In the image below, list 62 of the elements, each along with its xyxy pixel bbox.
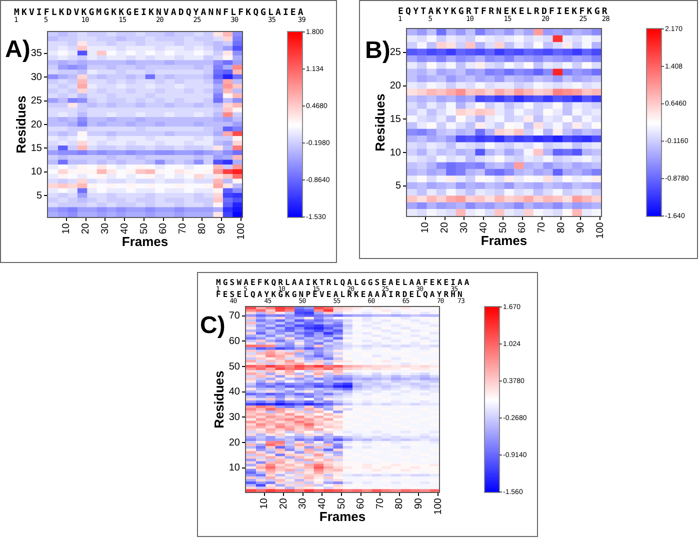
chart-title: A) <box>5 36 30 63</box>
x-axis-title: Frames <box>319 508 366 524</box>
y-tick-label: 30 <box>30 72 42 83</box>
y-tick-label: 60 <box>228 336 240 347</box>
y-tick-label: 20 <box>30 119 42 130</box>
x-tick-label: 40 <box>119 222 130 234</box>
x-tick-label: 80 <box>196 222 208 234</box>
x-tick-label: 90 <box>575 222 586 234</box>
x-tick-label: 80 <box>556 222 567 234</box>
x-tick-label: 90 <box>413 498 424 510</box>
x-tick-label: 30 <box>100 222 111 234</box>
x-tick-label: 40 <box>478 222 490 234</box>
x-tick-label: 10 <box>61 222 72 234</box>
x-tick-label: 10 <box>259 498 270 510</box>
x-tick-label: 100 <box>594 222 606 239</box>
x-tick-label: 20 <box>80 222 92 234</box>
x-tick-label: 10 <box>420 222 432 234</box>
x-tick-label: 80 <box>394 498 406 510</box>
x-tick-label: 40 <box>316 498 328 510</box>
x-tick-label: 70 <box>374 498 386 510</box>
y-axis-title: Residues <box>211 370 226 428</box>
x-tick-label: 20 <box>440 222 451 234</box>
y-tick-label: 15 <box>390 114 402 125</box>
y-tick-label: 5 <box>395 180 402 192</box>
y-tick-label: 30 <box>228 412 240 423</box>
text: M K V I F L K D V K G M G K K G E I K N V A D Q Y A N N F L F K Q G L A I E A <box>14 8 302 18</box>
x-tick-label: 70 <box>536 222 548 234</box>
y-tick-label: 50 <box>228 361 240 372</box>
y-tick-label: 10 <box>30 166 42 178</box>
y-tick-label: 25 <box>30 96 42 107</box>
y-tick-label: 20 <box>228 437 240 448</box>
chart-title: B) <box>365 37 390 64</box>
x-tick-label: 60 <box>356 498 367 510</box>
y-tick-label: 25 <box>390 47 402 58</box>
x-tick-label: 50 <box>336 498 348 510</box>
x-tick-label: 30 <box>298 498 309 510</box>
y-axis-title: Residues <box>372 94 388 152</box>
y-tick-label: 35 <box>30 48 42 60</box>
x-tick-label: 30 <box>458 222 470 234</box>
x-tick-label: 90 <box>216 222 228 234</box>
y-tick-label: 10 <box>390 147 402 158</box>
y-axis-title: Residues <box>13 96 28 154</box>
x-tick-label: 50 <box>138 222 150 234</box>
x-axis-title: Frames <box>122 234 168 249</box>
y-tick-label: 5 <box>36 190 42 202</box>
chart-title: C) <box>200 312 226 339</box>
x-tick-label: 100 <box>432 498 444 515</box>
x-tick-label: 60 <box>517 222 528 234</box>
text: E Q Y T A K Y K G R T F R N E K E L R D F I E K F K G R <box>398 6 606 16</box>
x-axis-title: Frames <box>480 232 528 248</box>
y-tick-label: 15 <box>30 142 42 154</box>
text: F E S E L Q A Y K G K G N P E V E A L R K E A A A I R D E L Q A Y R H N <box>216 290 461 299</box>
y-tick-label: 70 <box>228 310 240 322</box>
x-tick-label: 100 <box>236 222 247 240</box>
y-tick-label: 20 <box>390 80 402 92</box>
y-tick-label: 10 <box>228 462 240 474</box>
text: M G S W A E F K Q R L A A I K T R L Q A L G G S E A E L A A F E K E I A A <box>216 278 468 287</box>
x-tick-label: 20 <box>278 498 290 510</box>
x-tick-label: 60 <box>158 222 170 234</box>
x-tick-label: 50 <box>498 222 509 234</box>
y-tick-label: 40 <box>228 386 240 398</box>
x-tick-label: 70 <box>178 222 189 234</box>
